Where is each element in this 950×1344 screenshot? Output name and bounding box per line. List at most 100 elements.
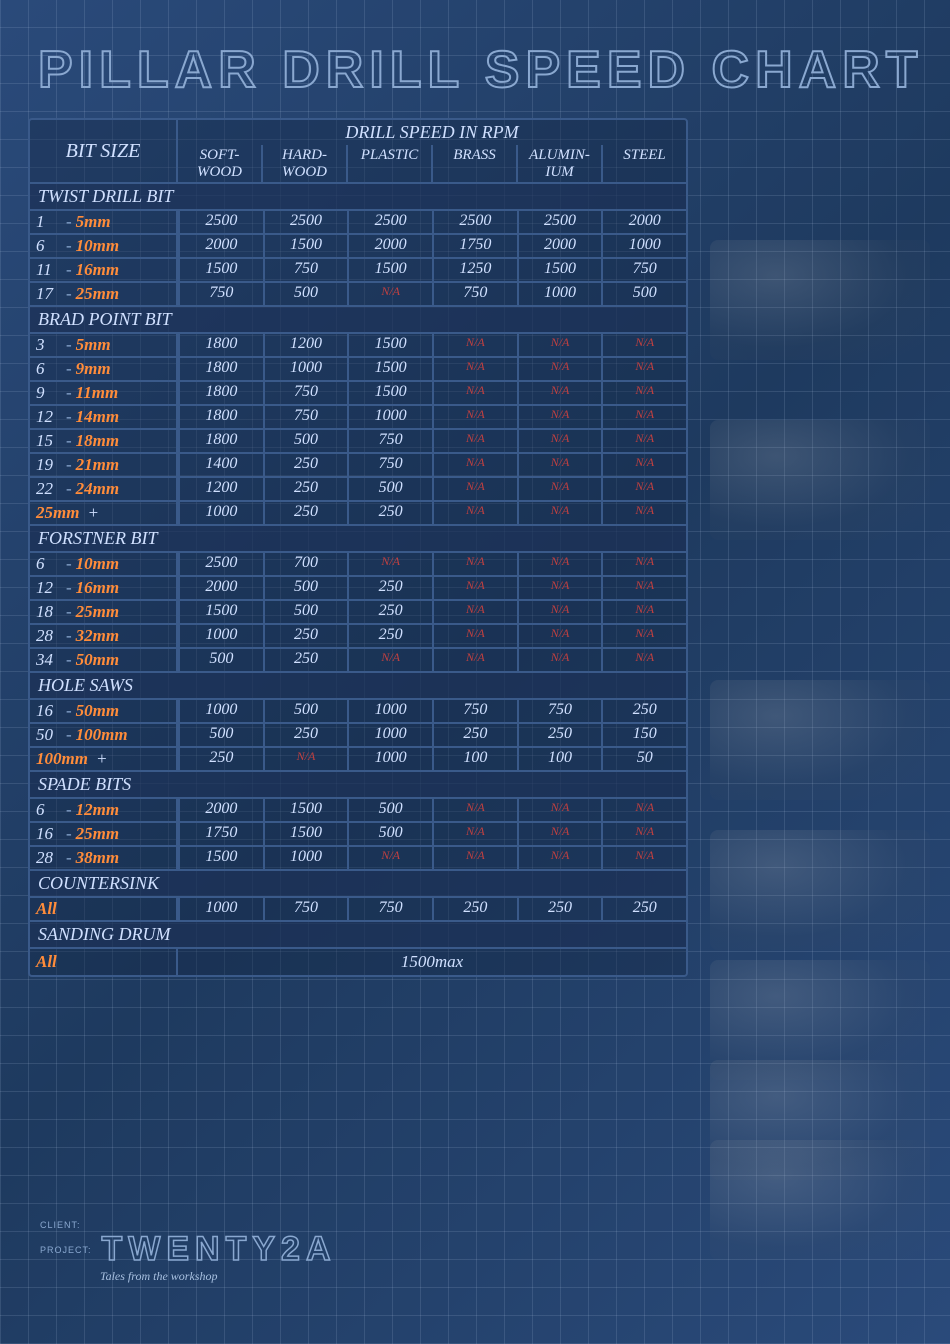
speed-value: N/A bbox=[517, 847, 602, 869]
speed-value: N/A bbox=[601, 601, 686, 623]
speed-value: 750 bbox=[347, 454, 432, 476]
speed-value: N/A bbox=[432, 577, 517, 599]
speed-value: 250 bbox=[178, 748, 263, 770]
speed-value: N/A bbox=[517, 502, 602, 524]
speed-value: N/A bbox=[517, 799, 602, 821]
bit-size-cell: 28-32mm bbox=[30, 625, 178, 647]
speed-value: 250 bbox=[601, 898, 686, 920]
speed-value: 2500 bbox=[432, 211, 517, 233]
speed-value: N/A bbox=[432, 382, 517, 404]
speed-value: 250 bbox=[517, 898, 602, 920]
section-header: HOLE SAWS bbox=[30, 673, 686, 700]
bit-size-cell: 19-21mm bbox=[30, 454, 178, 476]
speed-value: 750 bbox=[432, 283, 517, 305]
header-material: HARD-WOOD bbox=[261, 145, 346, 182]
speed-value: 750 bbox=[601, 259, 686, 281]
speed-value: N/A bbox=[517, 358, 602, 380]
speed-value: N/A bbox=[517, 823, 602, 845]
table-row: 6-10mm200015002000175020001000 bbox=[30, 235, 686, 259]
speed-value: 1800 bbox=[178, 430, 263, 452]
table-row: 18-25mm1500500250N/AN/AN/A bbox=[30, 601, 686, 625]
speed-value: N/A bbox=[517, 577, 602, 599]
speed-value: N/A bbox=[432, 649, 517, 671]
speed-value: N/A bbox=[601, 502, 686, 524]
speed-value: N/A bbox=[432, 799, 517, 821]
speed-value: 1800 bbox=[178, 406, 263, 428]
section-header: SPADE BITS bbox=[30, 772, 686, 799]
speed-value: 500 bbox=[347, 478, 432, 500]
speed-value: 250 bbox=[263, 724, 348, 746]
speed-value: N/A bbox=[432, 406, 517, 428]
speed-value: 250 bbox=[347, 625, 432, 647]
project-label: PROJECT: bbox=[40, 1245, 92, 1255]
speed-value: 500 bbox=[347, 823, 432, 845]
bit-size-cell: All bbox=[30, 949, 178, 975]
speed-value: N/A bbox=[517, 382, 602, 404]
header-speed-title: DRILL SPEED IN RPM bbox=[178, 120, 686, 145]
speed-value: 2000 bbox=[178, 577, 263, 599]
table-row: 15-18mm1800500750N/AN/AN/A bbox=[30, 430, 686, 454]
speed-value: 750 bbox=[263, 406, 348, 428]
speed-value: N/A bbox=[601, 358, 686, 380]
speed-value: 1000 bbox=[263, 847, 348, 869]
speed-value: 2500 bbox=[263, 211, 348, 233]
table-row: 6-9mm180010001500N/AN/AN/A bbox=[30, 358, 686, 382]
table-row: 50-100mm5002501000250250150 bbox=[30, 724, 686, 748]
speed-value: N/A bbox=[601, 799, 686, 821]
speed-value: 750 bbox=[263, 898, 348, 920]
speed-value: 1500 bbox=[347, 259, 432, 281]
speed-table: BIT SIZE DRILL SPEED IN RPM SOFT-WOODHAR… bbox=[28, 118, 688, 977]
page-title: PILLAR DRILL SPEED CHART bbox=[0, 0, 950, 110]
bit-size-cell: 9-11mm bbox=[30, 382, 178, 404]
speed-value: 2000 bbox=[601, 211, 686, 233]
header-material: BRASS bbox=[431, 145, 516, 182]
speed-value: 1800 bbox=[178, 358, 263, 380]
full-span-value: 1500max bbox=[178, 949, 686, 975]
speed-value: N/A bbox=[517, 601, 602, 623]
speed-value: 750 bbox=[263, 259, 348, 281]
speed-value: N/A bbox=[432, 601, 517, 623]
speed-value: N/A bbox=[601, 847, 686, 869]
header-material: STEEL bbox=[601, 145, 686, 182]
speed-value: N/A bbox=[601, 382, 686, 404]
speed-value: N/A bbox=[517, 406, 602, 428]
header-material: SOFT-WOOD bbox=[178, 145, 261, 182]
client-label: CLIENT: bbox=[40, 1220, 337, 1230]
speed-value: N/A bbox=[517, 334, 602, 356]
speed-value: 1500 bbox=[347, 358, 432, 380]
speed-value: 150 bbox=[601, 724, 686, 746]
speed-value: 250 bbox=[432, 898, 517, 920]
bit-size-cell: 12-16mm bbox=[30, 577, 178, 599]
speed-value: 250 bbox=[263, 454, 348, 476]
speed-value: N/A bbox=[432, 625, 517, 647]
speed-value: 750 bbox=[178, 283, 263, 305]
bit-size-cell: 6-9mm bbox=[30, 358, 178, 380]
speed-value: 250 bbox=[263, 478, 348, 500]
speed-value: 750 bbox=[432, 700, 517, 722]
speed-value: N/A bbox=[347, 283, 432, 305]
speed-value: N/A bbox=[347, 553, 432, 575]
header-material: ALUMIN-IUM bbox=[516, 145, 601, 182]
speed-value: 1500 bbox=[263, 235, 348, 257]
speed-value: 750 bbox=[263, 382, 348, 404]
speed-value: 1000 bbox=[178, 502, 263, 524]
speed-value: 1500 bbox=[263, 823, 348, 845]
table-row: 9-11mm18007501500N/AN/AN/A bbox=[30, 382, 686, 406]
speed-value: N/A bbox=[432, 502, 517, 524]
bit-size-cell: 3-5mm bbox=[30, 334, 178, 356]
table-row: 28-32mm1000250250N/AN/AN/A bbox=[30, 625, 686, 649]
speed-value: N/A bbox=[517, 649, 602, 671]
speed-value: N/A bbox=[601, 406, 686, 428]
bit-size-cell: 16-50mm bbox=[30, 700, 178, 722]
bit-size-cell: 100mm + bbox=[30, 748, 178, 770]
header-material: PLASTIC bbox=[346, 145, 431, 182]
section-header: BRAD POINT BIT bbox=[30, 307, 686, 334]
speed-value: 2000 bbox=[517, 235, 602, 257]
section-header: FORSTNER BIT bbox=[30, 526, 686, 553]
speed-value: 500 bbox=[263, 700, 348, 722]
speed-value: N/A bbox=[601, 454, 686, 476]
speed-value: 1250 bbox=[432, 259, 517, 281]
speed-value: N/A bbox=[432, 454, 517, 476]
speed-value: 2500 bbox=[178, 553, 263, 575]
table-row: 6-12mm20001500500N/AN/AN/A bbox=[30, 799, 686, 823]
